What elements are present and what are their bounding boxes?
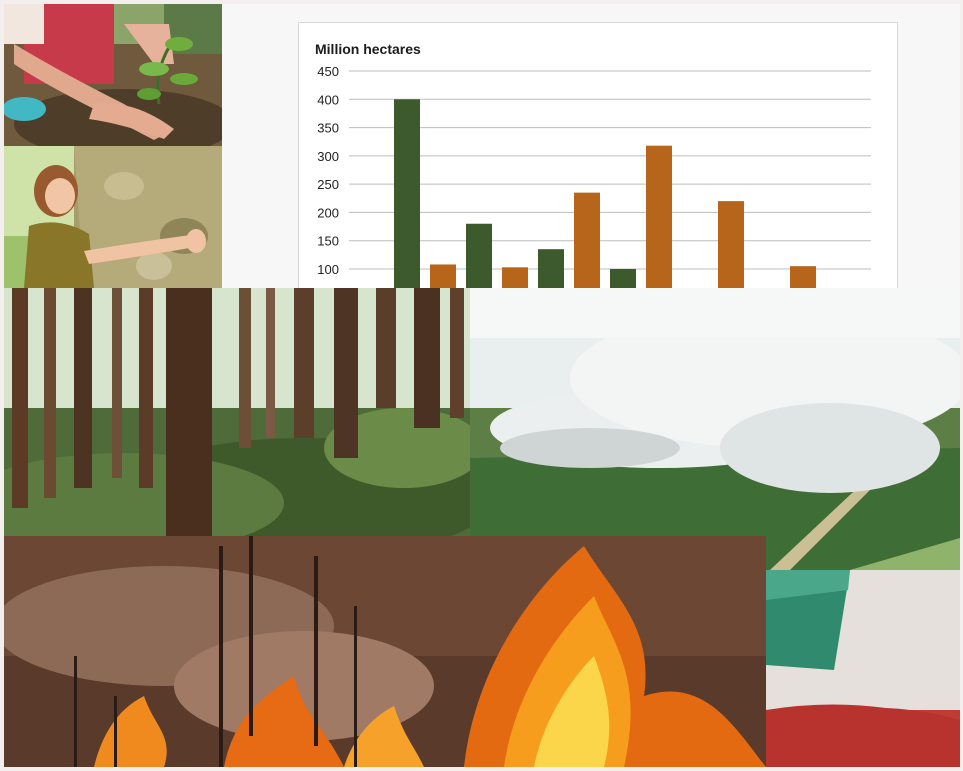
smoke-plantation-photo xyxy=(470,288,960,570)
bar-orange xyxy=(502,267,528,288)
y-tick-label: 450 xyxy=(317,64,339,79)
y-tick-label: 200 xyxy=(317,205,339,220)
y-tick-label: 150 xyxy=(317,234,339,249)
tree-hug-photo xyxy=(4,146,222,288)
bar-dark_green xyxy=(394,99,420,288)
tree-planting-photo xyxy=(4,4,222,146)
bar-dark_green xyxy=(466,223,492,288)
book-cover-photo xyxy=(766,570,960,767)
bar-orange xyxy=(646,145,672,288)
y-tick-label: 350 xyxy=(317,121,339,136)
bar-dark_green xyxy=(538,249,564,288)
y-tick-label: 100 xyxy=(317,262,339,277)
bar-orange xyxy=(574,192,600,288)
bar-chart: 100 150 200 250 300 350 400 450 xyxy=(317,64,871,288)
bar-chart-panel: Million hectares 100 150 200 250 300 350 400 45… xyxy=(222,4,960,288)
y-tick-label: 250 xyxy=(317,177,339,192)
bar-orange xyxy=(718,201,744,288)
y-tick-label: 400 xyxy=(317,92,339,107)
forest-photo xyxy=(4,288,470,536)
chart-card: Million hectares 100 150 200 250 300 350 400 45… xyxy=(298,22,898,288)
chart-ylabel: Million hectares xyxy=(315,41,421,57)
bar-orange xyxy=(790,266,816,288)
bar-orange xyxy=(430,264,456,288)
y-tick-label: 300 xyxy=(317,149,339,164)
wildfire-photo xyxy=(4,536,766,767)
bar-dark_green xyxy=(610,269,636,288)
